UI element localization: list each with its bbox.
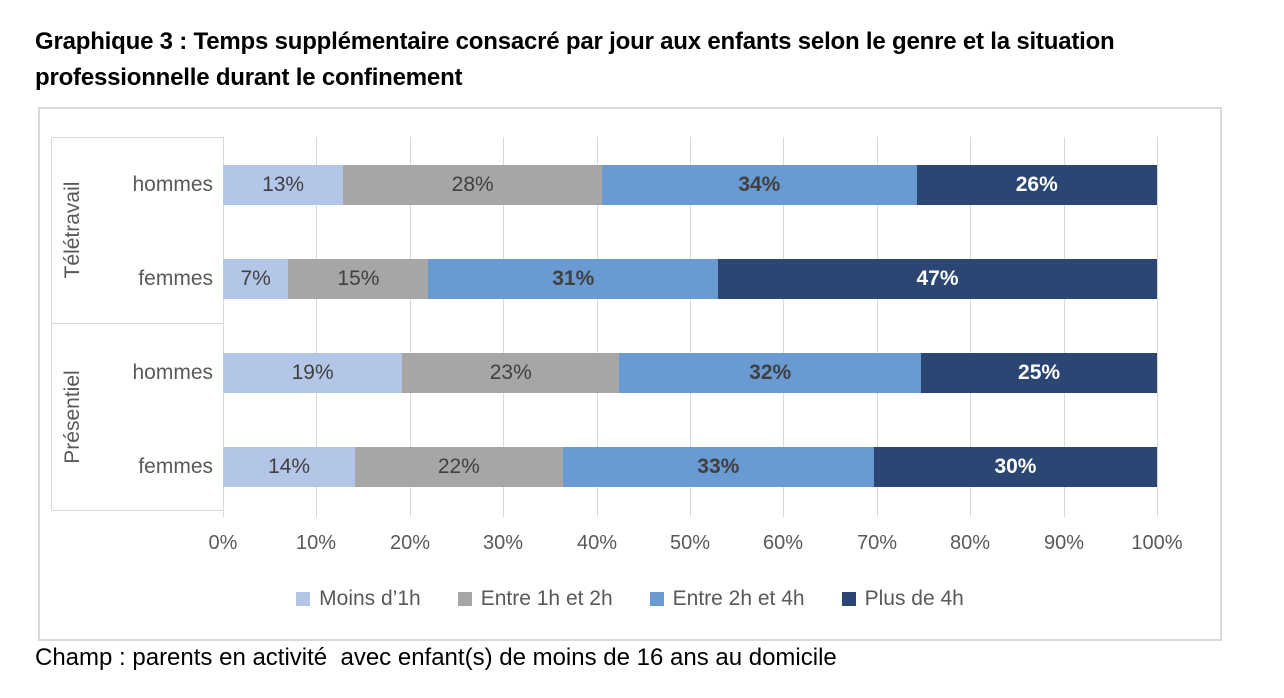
axis-tick xyxy=(877,510,878,517)
bar-segment: 28% xyxy=(343,165,603,205)
x-axis-tick-label: 50% xyxy=(669,532,711,554)
bar-segment: 47% xyxy=(718,259,1157,299)
gridline xyxy=(410,137,411,510)
bar-value-label: 26% xyxy=(1015,173,1058,196)
chart-area: 0% 10% 20% 30% 40% 50% 60% 70% 80% 90% 100% 13% 28% 3… xyxy=(38,107,1222,641)
x-axis-tick-label: 10% xyxy=(295,532,337,554)
bar-value-label: 30% xyxy=(994,455,1037,478)
bar-value-label: 33% xyxy=(697,455,740,478)
bar-value-label: 19% xyxy=(291,361,334,384)
axis-tick xyxy=(223,510,224,517)
bar-segment: 31% xyxy=(428,259,718,299)
category-row-label: hommes xyxy=(132,361,213,384)
category-group-label: Télétravail xyxy=(61,181,84,279)
axis-tick xyxy=(1064,510,1065,517)
gridline xyxy=(223,137,224,510)
chart-title: Graphique 3 : Temps supplémentaire consa… xyxy=(35,28,1115,91)
x-axis-tick-label: 80% xyxy=(949,532,991,554)
axis-tick xyxy=(783,510,784,517)
category-row-label: femmes xyxy=(138,455,213,478)
gridline xyxy=(877,137,878,510)
bar-value-label: 32% xyxy=(749,361,792,384)
axis-tick xyxy=(690,510,691,517)
gridline xyxy=(783,137,784,510)
bar-segment: 15% xyxy=(288,259,429,299)
gridline xyxy=(316,137,317,510)
bar-segment: 25% xyxy=(921,353,1157,393)
bar-segment: 14% xyxy=(223,447,356,487)
x-axis-tick-label: 90% xyxy=(1043,532,1085,554)
footnote: Champ : parents en activité avec enfant(… xyxy=(35,644,837,671)
legend-swatch-icon xyxy=(649,592,664,606)
category-row-label: femmes xyxy=(138,267,213,290)
category-group-label: Présentiel xyxy=(61,369,84,464)
bar-segment: 19% xyxy=(223,353,403,393)
bar-segment: 33% xyxy=(562,447,874,487)
gridline xyxy=(970,137,971,510)
axis-tick xyxy=(1157,510,1158,517)
legend-swatch-icon xyxy=(296,592,311,606)
x-axis-tick-label: 0% xyxy=(208,532,238,554)
bar-value-label: 7% xyxy=(240,267,271,290)
x-axis-tick-label: 60% xyxy=(762,532,804,554)
category-box-divider xyxy=(51,323,223,324)
legend-label: Entre 2h et 4h xyxy=(672,587,805,610)
gridline xyxy=(1157,137,1158,510)
gridline xyxy=(597,137,598,510)
category-row-label: hommes xyxy=(132,173,213,196)
bar-row: 13% 28% 34% 26% xyxy=(223,165,1157,205)
gridline xyxy=(690,137,691,510)
bar-segment: 22% xyxy=(355,447,563,487)
legend-label: Entre 1h et 2h xyxy=(480,587,613,610)
bar-segment: 7% xyxy=(223,259,289,299)
bar-value-label: 15% xyxy=(337,267,380,290)
legend-item: Plus de 4h xyxy=(841,587,964,611)
bar-segment: 30% xyxy=(873,447,1157,487)
bar-value-label: 13% xyxy=(262,173,305,196)
legend-item: Entre 2h et 4h xyxy=(649,587,805,611)
x-axis-tick-label: 30% xyxy=(482,532,524,554)
gridline xyxy=(503,137,504,510)
bar-row: 14% 22% 33% 30% xyxy=(223,447,1157,487)
bar-segment: 13% xyxy=(223,165,344,205)
x-axis-tick-label: 100% xyxy=(1131,532,1183,554)
bar-value-label: 34% xyxy=(738,173,781,196)
bar-value-label: 22% xyxy=(437,455,480,478)
bar-value-label: 14% xyxy=(268,455,311,478)
bar-segment: 23% xyxy=(402,353,620,393)
x-axis-tick-label: 20% xyxy=(389,532,431,554)
bar-segment: 26% xyxy=(916,165,1157,205)
axis-tick xyxy=(597,510,598,517)
legend-item: Entre 1h et 2h xyxy=(457,587,613,611)
bar-row: 7% 15% 31% 47% xyxy=(223,259,1157,299)
category-box-divider xyxy=(51,510,223,511)
bar-value-label: 23% xyxy=(489,361,532,384)
bar-value-label: 28% xyxy=(451,173,494,196)
bar-value-label: 31% xyxy=(552,267,595,290)
axis-tick xyxy=(410,510,411,517)
axis-tick xyxy=(503,510,504,517)
category-box-divider xyxy=(51,137,223,138)
legend: Moins d’1h Entre 1h et 2h Entre 2h et 4h Pl… xyxy=(40,587,1220,611)
legend-label: Moins d’1h xyxy=(319,587,421,610)
bar-value-label: 25% xyxy=(1018,361,1061,384)
bar-segment: 32% xyxy=(619,353,922,393)
axis-tick xyxy=(970,510,971,517)
x-axis-tick-label: 40% xyxy=(576,532,618,554)
gridline xyxy=(1064,137,1065,510)
x-axis-tick-label: 70% xyxy=(856,532,898,554)
bar-value-label: 47% xyxy=(916,267,959,290)
legend-label: Plus de 4h xyxy=(864,587,964,610)
axis-tick xyxy=(316,510,317,517)
bar-row: 19% 23% 32% 25% xyxy=(223,353,1157,393)
bar-segment: 34% xyxy=(602,165,917,205)
legend-swatch-icon xyxy=(457,592,472,606)
legend-swatch-icon xyxy=(841,592,856,606)
legend-item: Moins d’1h xyxy=(296,587,421,611)
